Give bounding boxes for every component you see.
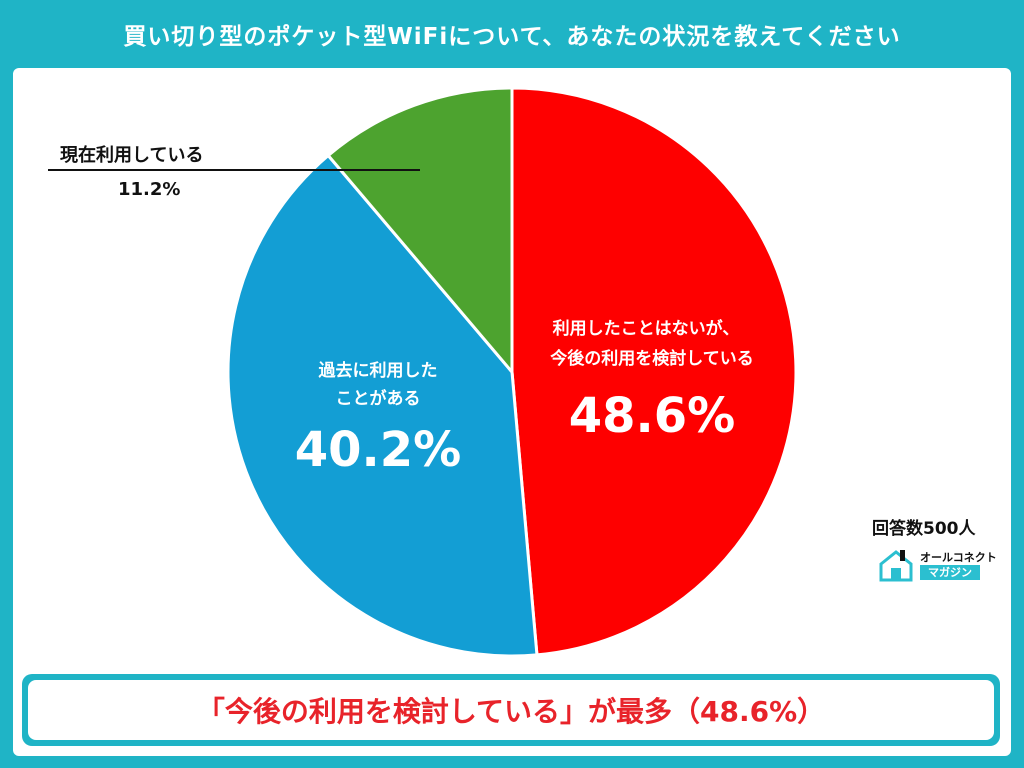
slice-2-label-line-2: ことがある [336, 388, 421, 409]
callout: 現在利用している 11.2% [48, 144, 420, 200]
slice-1-value: 48.6% [569, 388, 736, 444]
slice-labels: 利用したことはないが、 今後の利用を検討している 48.6% 過去に利用した こ… [295, 318, 754, 478]
pie-slice-1 [510, 86, 798, 657]
pie-slice-2 [226, 153, 539, 658]
slice-3-label: 現在利用している [60, 144, 203, 166]
logo-text-top: オールコネクト [920, 551, 997, 564]
respondent-count: 回答数500人 [872, 519, 976, 539]
pie-slice-3 [326, 86, 514, 374]
logo-text-bottom: マガジン [920, 565, 980, 580]
brand-logo: オールコネクト マガジン [878, 548, 998, 582]
slice-1-label-line-2: 今後の利用を検討している [550, 348, 754, 369]
slice-3-value: 11.2% [118, 179, 180, 200]
pie-slices [226, 86, 798, 658]
conclusion-box: 「今後の利用を検討している」が最多（48.6%） [28, 680, 994, 740]
chart-title: 買い切り型のポケット型WiFiについて、あなたの状況を教えてください [123, 24, 901, 50]
source-info: 回答数500人 オールコネクト マガジン [872, 514, 1002, 584]
slice-2-value: 40.2% [295, 422, 462, 478]
conclusion-banner: 「今後の利用を検討している」が最多（48.6%） [22, 674, 1000, 746]
header-bar: 買い切り型のポケット型WiFiについて、あなたの状況を教えてください [0, 0, 1024, 68]
slice-1-label-line-1: 利用したことはないが、 [553, 318, 740, 339]
conclusion-text: 「今後の利用を検討している」が最多（48.6%） [196, 695, 826, 728]
slice-2-label-line-1: 過去に利用した [319, 360, 438, 381]
house-icon [879, 550, 913, 582]
